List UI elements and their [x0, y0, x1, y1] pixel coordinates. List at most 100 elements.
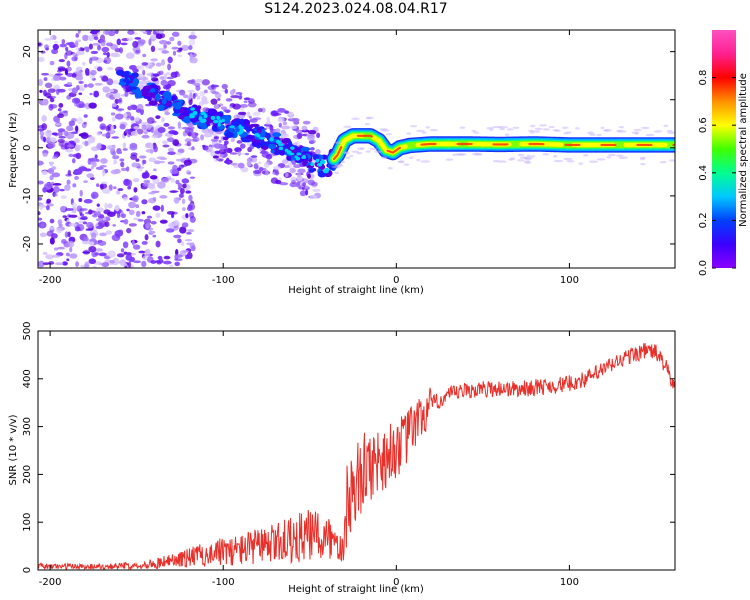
spectrogram-speckle — [133, 187, 138, 193]
spectrogram-ridge-blob — [261, 129, 266, 138]
spectrogram-speckle — [285, 172, 289, 178]
spectrogram-speckle — [229, 89, 235, 96]
spectrogram-speckle — [68, 120, 76, 127]
spectrogram-speckle — [195, 85, 201, 91]
spectrogram-speckle — [132, 195, 139, 203]
spectrogram-speckle — [304, 185, 309, 189]
spectrogram-halo — [669, 159, 675, 162]
spectrogram-ridge-blob — [262, 141, 271, 147]
spectrogram-speckle — [177, 40, 182, 46]
y-tick-label: 20 — [22, 45, 33, 58]
spectrogram-speckle — [142, 255, 148, 261]
spectrogram-speckle — [79, 208, 88, 211]
spectrogram-speckle — [115, 190, 121, 195]
spectrogram-speckle — [265, 153, 273, 160]
spectrogram-speckle — [98, 220, 107, 228]
spectrogram-speckle — [57, 131, 63, 137]
spectrogram-speckle — [71, 87, 78, 94]
spectrogram-speckle — [287, 111, 294, 117]
spectrogram-speckle — [42, 262, 50, 266]
spectrogram-speckle — [94, 154, 98, 159]
spectrogram-halo — [542, 153, 550, 156]
spectrogram-speckle — [177, 121, 182, 129]
spectrogram-speckle — [48, 103, 54, 111]
spectrogram-speckle — [139, 80, 148, 85]
spectrogram-speckle — [141, 134, 150, 139]
spectrogram-speckle — [90, 191, 99, 199]
spectrogram-ridge-blob — [249, 123, 260, 127]
spectrogram-speckle — [119, 47, 124, 54]
spectrogram-speckle — [45, 254, 54, 260]
spectrogram-halo — [334, 141, 342, 144]
y-tick-label: 10 — [22, 93, 33, 106]
spectrogram-speckle — [114, 30, 119, 35]
spectrogram-halo — [634, 132, 639, 135]
spectrogram-speckle — [68, 240, 75, 248]
spectrogram-speckle — [44, 44, 49, 50]
spectrogram-speckle — [170, 177, 175, 183]
spectrogram-halo — [534, 130, 541, 133]
spectrogram-speckle — [289, 125, 298, 130]
spectrogram-speckle — [84, 261, 90, 268]
spectrogram-speckle — [302, 120, 311, 125]
spectrogram-speckle — [186, 141, 192, 147]
spectrogram-speckle — [92, 42, 101, 46]
spectrogram-speckle — [275, 169, 279, 176]
spectrogram-speckle — [158, 39, 168, 45]
spectrogram-speckle — [79, 213, 85, 217]
spectrogram-speckle — [62, 261, 68, 266]
spectrogram-halo — [416, 158, 421, 162]
spectrogram-speckle — [99, 75, 104, 79]
spectrogram-speckle — [46, 183, 54, 188]
spectrogram-speckle — [59, 188, 65, 192]
spectrogram-speckle — [59, 43, 67, 48]
spectrogram-speckle — [91, 232, 97, 240]
spectrogram-speckle — [84, 67, 90, 75]
spectrogram-speckle — [74, 40, 79, 48]
spectrogram-speckle — [49, 97, 55, 103]
spectrogram-speckle — [218, 148, 227, 155]
spectrogram-speckle — [71, 202, 77, 209]
spectrogram-speckle — [49, 174, 54, 181]
spectrogram-speckle — [188, 34, 197, 40]
spectrogram-ridge-peak — [284, 148, 289, 152]
spectrogram-speckle — [126, 37, 134, 42]
spectrogram-speckle — [148, 65, 153, 70]
spectrogram-speckle — [166, 175, 172, 179]
spectrogram-speckle — [65, 50, 73, 56]
spectrogram-speckle — [112, 103, 117, 108]
spectrogram-halo — [618, 156, 624, 160]
spectrogram-halo — [340, 160, 345, 163]
spectrogram-speckle — [60, 195, 67, 200]
spectrogram-speckle — [200, 134, 205, 141]
spectrogram-speckle — [278, 122, 282, 128]
spectrogram-speckle — [148, 38, 152, 46]
spectrogram-speckle — [163, 122, 170, 127]
spectrogram-speckle — [196, 95, 201, 100]
spectrogram-y-label: Frequency (Hz) — [8, 112, 19, 188]
spectrogram-speckle — [76, 117, 83, 124]
spectrogram-speckle — [141, 199, 148, 205]
spectrogram-speckle — [201, 96, 208, 103]
spectrogram-speckle — [41, 115, 47, 122]
spectrogram-speckle — [257, 107, 263, 113]
spectrogram-speckle — [188, 45, 193, 51]
spectrogram-ridge-peak — [203, 113, 208, 119]
spectrogram-speckle — [99, 123, 107, 131]
spectrogram-speckle — [173, 220, 179, 227]
spectrogram-speckle — [88, 246, 97, 253]
spectrogram-speckle — [146, 215, 153, 219]
spectrogram-speckle — [120, 42, 128, 46]
spectrogram-halo — [517, 153, 525, 157]
spectrogram-halo — [563, 131, 569, 135]
spectrogram-halo — [459, 126, 466, 129]
spectrogram-halo — [663, 124, 669, 128]
spectrogram-speckle — [166, 210, 175, 215]
spectrogram-speckle — [110, 124, 115, 132]
spectrogram-halo — [583, 154, 589, 157]
spectrogram-speckle — [95, 248, 103, 252]
spectrogram-halo — [365, 150, 371, 153]
spectrogram-ridge-blob — [157, 104, 165, 112]
spectrogram-speckle — [159, 76, 165, 80]
spectrogram-speckle — [66, 81, 72, 85]
